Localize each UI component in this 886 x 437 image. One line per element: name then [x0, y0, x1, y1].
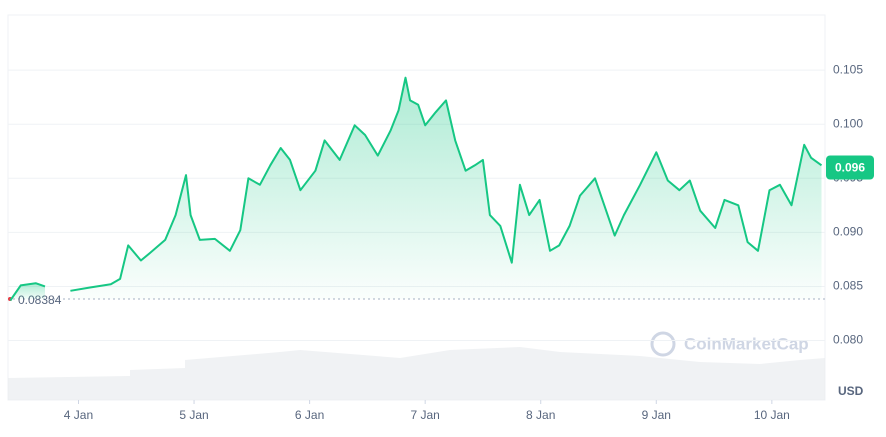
y-tick-label: 0.090 — [833, 225, 863, 239]
volume-band — [8, 347, 825, 400]
price-tag — [826, 155, 874, 180]
y-tick-label: 0.085 — [833, 279, 863, 293]
currency-label: USD — [838, 384, 864, 398]
y-tick-label: 0.105 — [833, 62, 863, 76]
x-tick-label: 9 Jan — [642, 408, 671, 422]
price-line — [70, 76, 823, 292]
x-tick-label: 6 Jan — [295, 408, 324, 422]
price-area — [10, 283, 46, 301]
price-area — [70, 77, 822, 299]
x-tick-label: 4 Jan — [64, 408, 93, 422]
price-tag-label: 0.096 — [835, 161, 865, 175]
watermark: CoinMarketCap — [650, 331, 809, 357]
watermark-text: CoinMarketCap — [684, 334, 809, 353]
x-tick-label: 8 Jan — [526, 408, 555, 422]
x-tick-label: 7 Jan — [410, 408, 439, 422]
price-line — [9, 282, 46, 302]
watermark-logo — [650, 331, 676, 357]
x-tick-label: 5 Jan — [179, 408, 208, 422]
x-tick-label: 10 Jan — [754, 408, 790, 422]
y-tick-label: 0.080 — [833, 333, 863, 347]
y-tick-label: 0.100 — [833, 116, 863, 130]
